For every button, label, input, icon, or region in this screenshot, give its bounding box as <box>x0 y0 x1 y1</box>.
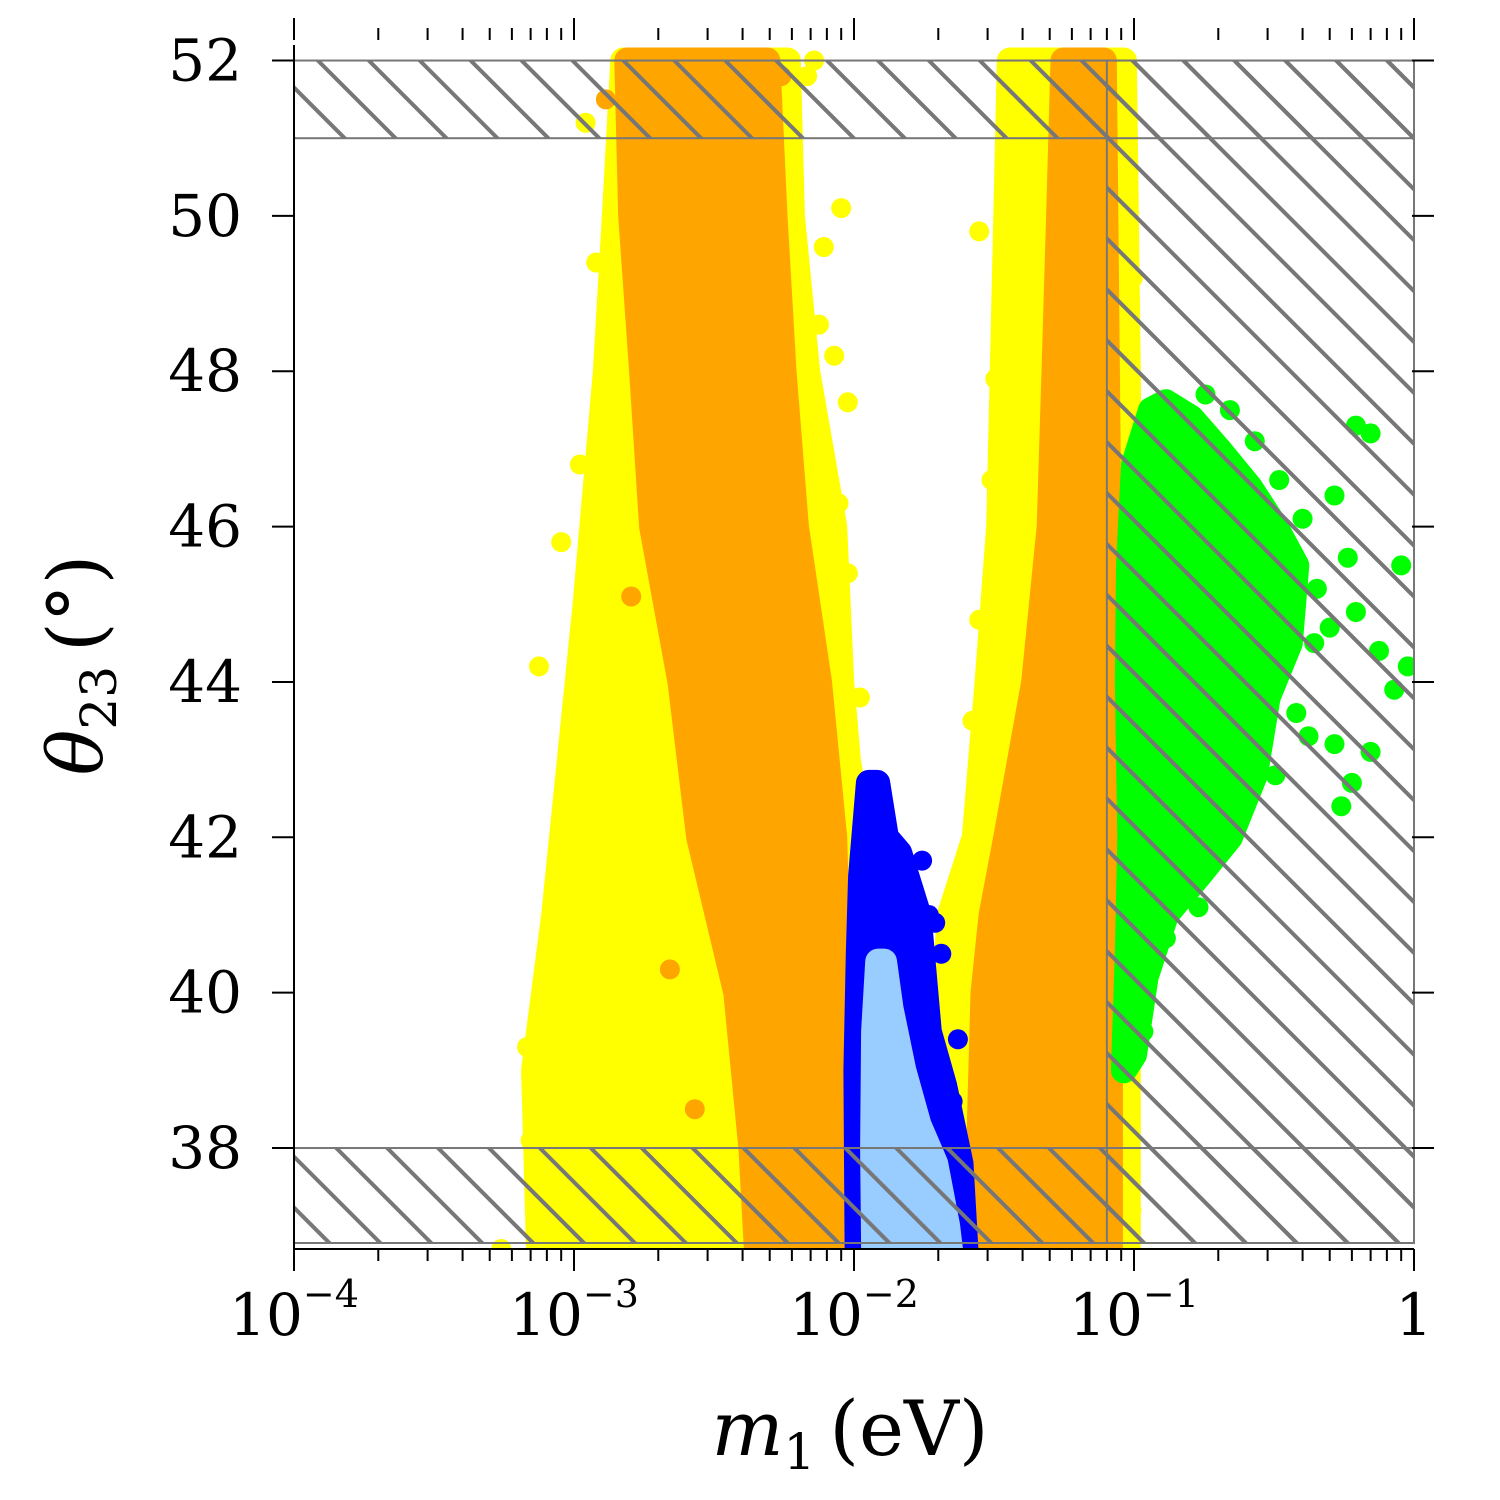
y-axis-subscript: 23 <box>70 666 128 730</box>
series-yellow-point-11 <box>828 493 849 514</box>
series-yellow-point-3 <box>529 656 549 677</box>
excluded-regions-layer <box>293 59 1416 1245</box>
y-tick-label-40: 40 <box>168 959 242 1027</box>
series-yellow-point-21 <box>981 470 1002 490</box>
series-yellow-point-15 <box>813 237 834 257</box>
series-yellow-point-16 <box>831 198 852 219</box>
series-yellow-point-9 <box>824 345 845 366</box>
series-yellow-point-2 <box>517 1037 538 1057</box>
excluded-region-2 <box>1105 59 1416 1244</box>
series-yellow-point-1 <box>520 1130 541 1151</box>
series-yellow-point-6 <box>586 252 607 273</box>
series-orange-point-0 <box>684 1099 705 1120</box>
series-yellow-point-20 <box>969 609 990 630</box>
x-tick-label-2: 10−2 <box>789 1272 919 1349</box>
series-yellow-point-23 <box>969 221 990 242</box>
y-tick-label-46: 46 <box>168 493 242 561</box>
x-tick-label-4: 1 <box>1396 1281 1433 1349</box>
y-axis-symbol: θ <box>31 730 120 776</box>
series-blue-point-0 <box>912 850 933 871</box>
x-axis-subscript: 1 <box>784 1423 816 1481</box>
series-yellow-point-27 <box>716 1099 737 1120</box>
series-yellow-point-10 <box>837 392 858 413</box>
x-axis-title: m1 (eV) <box>711 1384 988 1481</box>
y-tick-label-52: 52 <box>168 27 242 95</box>
y-tick-label-50: 50 <box>168 182 242 250</box>
y-tick-label-38: 38 <box>168 1114 242 1182</box>
axes-layer: 38 40 42 44 46 48 50 52 10−4 10−3 10−2 10−1 1 <box>168 18 1434 1349</box>
x-axis-unit: (eV) <box>829 1384 988 1473</box>
x-tick-label-1: 10−3 <box>509 1272 639 1349</box>
x-tick-label-0: 10−4 <box>229 1272 359 1349</box>
series-yellow-point-22 <box>985 369 1006 389</box>
y-tick-label-44: 44 <box>168 648 242 716</box>
x-axis-symbol: m <box>711 1384 783 1473</box>
y-tick-label-42: 42 <box>168 803 242 871</box>
series-yellow-point-13 <box>824 633 845 654</box>
series-yellow-point-14 <box>849 687 870 708</box>
series-orange-point-1 <box>659 959 680 980</box>
series-yellow-point-19 <box>962 710 983 731</box>
series-orange-point-2 <box>621 586 642 607</box>
series-blue-point-4 <box>942 1091 963 1112</box>
series-blue-point-5 <box>925 912 946 933</box>
y-axis-unit: (°) <box>31 555 120 652</box>
series-yellow-point-8 <box>809 314 829 335</box>
series-blue-point-3 <box>947 1029 968 1050</box>
series-yellow-point-12 <box>837 563 858 584</box>
y-tick-label-48: 48 <box>168 337 242 405</box>
y-axis-title: θ23 (°) <box>31 555 128 776</box>
x-tick-label-3: 10−1 <box>1069 1272 1199 1349</box>
series-yellow-point-4 <box>551 532 572 553</box>
series-blue-point-2 <box>931 943 952 964</box>
series-yellow-point-5 <box>569 454 590 475</box>
